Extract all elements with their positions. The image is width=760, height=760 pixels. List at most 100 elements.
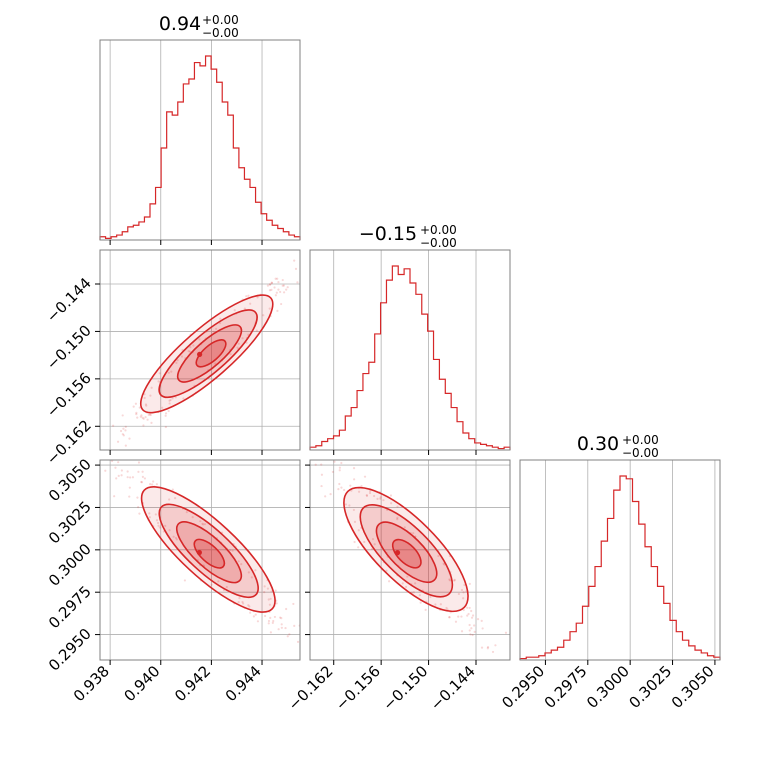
x-tick-label: 0.938 <box>70 662 113 705</box>
panel-frame <box>99 459 301 661</box>
scatter-point <box>124 429 127 432</box>
scatter-point <box>274 277 277 280</box>
scatter-point <box>457 615 460 618</box>
scatter-point <box>256 296 259 299</box>
scatter-point <box>268 283 271 286</box>
contour-level <box>195 339 227 368</box>
scatter-point <box>473 630 476 633</box>
scatter-point <box>371 537 375 541</box>
scatter-point <box>276 277 279 280</box>
scatter-point <box>124 444 127 447</box>
panel-background <box>310 460 510 660</box>
panel-frame <box>99 39 301 241</box>
scatter-point <box>245 341 248 344</box>
contour-peak <box>196 549 202 556</box>
scatter-point <box>269 616 272 620</box>
scatter-point <box>457 592 460 596</box>
scatter-point <box>131 476 135 479</box>
scatter-point <box>128 486 131 489</box>
scatter-point <box>293 259 296 262</box>
scatter-point <box>337 488 340 491</box>
panel-frame <box>519 459 721 661</box>
scatter-point <box>150 386 153 389</box>
scatter-point <box>254 569 257 572</box>
scatter-point <box>155 483 158 486</box>
scatter-point <box>148 512 151 515</box>
histogram-panel-param-2: −0.15 +0.00 −0.00 <box>359 223 457 250</box>
scatter-point <box>448 615 451 619</box>
scatter-point <box>353 478 356 481</box>
scatter-point <box>273 286 276 289</box>
scatter-point <box>462 597 465 600</box>
scatter-point <box>314 463 317 466</box>
x-tick-label: 0.3025 <box>626 662 676 712</box>
scatter-point <box>126 476 129 479</box>
scatter-point <box>352 467 356 470</box>
scatter-point <box>135 411 138 414</box>
scatter-point <box>87 455 89 457</box>
scatter-point <box>143 477 147 480</box>
scatter-point <box>340 486 343 489</box>
scatter-point <box>468 606 471 610</box>
scatter-point <box>266 284 270 287</box>
scatter-point <box>115 477 118 480</box>
histogram-param-2 <box>309 249 511 455</box>
scatter-point <box>286 635 289 638</box>
scatter-point <box>353 540 356 544</box>
x-tick-label: −0.162 <box>285 662 337 714</box>
scatter-point <box>473 624 476 627</box>
scatter-point <box>282 291 286 294</box>
scatter-point <box>263 614 267 618</box>
x-tick-label: −0.156 <box>332 662 384 714</box>
param-1-title-value: 0.94 <box>159 13 201 35</box>
scatter-point <box>171 488 174 491</box>
scatter-point <box>320 463 323 466</box>
scatter-point <box>446 608 449 611</box>
scatter-point <box>151 483 154 486</box>
scatter-point <box>281 278 284 282</box>
scatter-point <box>236 346 239 349</box>
scatter-point <box>296 640 300 643</box>
param-3-title-minus: −0.00 <box>622 446 659 460</box>
scatter-point <box>146 418 149 421</box>
scatter-point <box>250 576 253 579</box>
scatter-point <box>256 620 260 623</box>
contour-group <box>140 486 276 613</box>
scatter-point <box>247 571 250 574</box>
scatter-point <box>140 481 144 484</box>
scatter-point <box>357 490 361 493</box>
scatter-point <box>267 622 270 625</box>
scatter-point <box>254 613 257 616</box>
scatter-point <box>448 616 451 619</box>
param-2-title-value: −0.15 <box>359 223 417 245</box>
scatter-point <box>345 457 347 459</box>
contour-group <box>139 294 274 414</box>
scatter-point <box>174 536 178 540</box>
scatter-point <box>379 497 382 500</box>
scatter-point <box>137 470 140 473</box>
scatter-point <box>448 578 451 581</box>
scatter-point <box>240 562 243 566</box>
scatter-point <box>357 546 360 549</box>
panel-frame <box>309 459 511 661</box>
contour-peak <box>394 550 401 556</box>
scatter-point <box>187 349 190 353</box>
scatter-point <box>468 623 471 627</box>
scatter-point <box>363 540 366 544</box>
scatter-point <box>372 494 376 498</box>
scatter-point <box>219 317 222 320</box>
scatter-point <box>460 630 464 633</box>
scatter-point <box>353 520 357 523</box>
scatter-point <box>412 532 415 535</box>
scatter-point <box>270 281 274 284</box>
scatter-point <box>203 523 207 526</box>
scatter-point <box>128 437 131 440</box>
scatter-point <box>453 578 456 581</box>
panel-background <box>100 460 300 660</box>
scatter-point <box>285 288 288 291</box>
scatter-point <box>241 600 244 604</box>
histogram-step-line <box>309 265 511 450</box>
histogram-panel-param-1: 0.94 +0.00 −0.00 <box>159 13 239 40</box>
scatter-point <box>481 627 484 630</box>
scatter-point <box>448 579 452 582</box>
